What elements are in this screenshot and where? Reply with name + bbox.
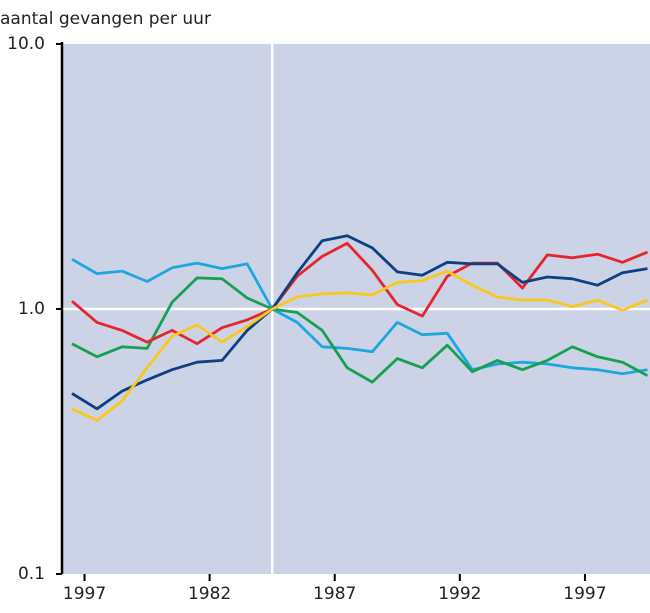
x-tick-label: 1997 [563,584,606,604]
x-tick-label: 1997 [63,584,106,604]
x-tick-label: 1987 [313,584,356,604]
y-tick-label: 10.0 [7,34,45,54]
y-tick-label: 0.1 [18,564,45,584]
series-line [71,269,649,422]
series-line [71,234,648,411]
series-line [71,276,649,384]
y-tick-label: 1.0 [18,299,45,319]
series-line [71,258,648,376]
y-axis-label: aantal gevangen per uur [0,9,211,29]
x-tick-label: 1982 [188,584,231,604]
x-tick-label: 1992 [438,584,481,604]
series-line [71,241,649,346]
